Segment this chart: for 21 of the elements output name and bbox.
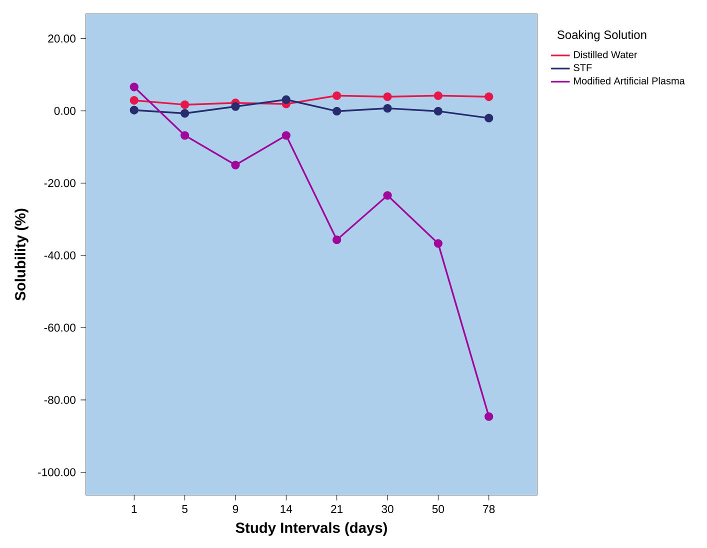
x-tick-label: 30 xyxy=(382,505,394,514)
x-tick-label: 5 xyxy=(182,505,188,513)
x-tick-label: 14 xyxy=(280,505,292,513)
x-tick-label: 1 xyxy=(132,505,137,513)
y-tick-label: -60.00 xyxy=(44,324,76,332)
legend-label: Modified Artificial Plasma xyxy=(574,77,685,84)
y-tick-label: -80.00 xyxy=(44,396,76,404)
y-tick-label: 20.00 xyxy=(48,34,76,43)
x-tick-label: 9 xyxy=(232,505,238,514)
x-tick-label: 50 xyxy=(432,505,444,514)
legend-title: Soaking Solution xyxy=(557,30,646,42)
y-axis-title: Solubility (%) xyxy=(14,208,28,301)
y-tick-label: -40.00 xyxy=(44,251,76,260)
legend-label: Distilled Water xyxy=(574,50,638,58)
x-axis-title: Study Intervals (days) xyxy=(236,522,387,536)
y-tick-label: -20.00 xyxy=(44,179,76,188)
x-tick-label: 21 xyxy=(331,505,343,513)
y-tick-label: -100.00 xyxy=(38,468,76,476)
x-tick-label: 78 xyxy=(483,505,495,514)
y-tick-label: 0.00 xyxy=(54,106,76,115)
legend-label: STF xyxy=(574,64,592,72)
